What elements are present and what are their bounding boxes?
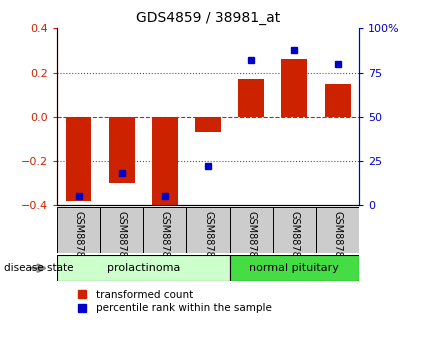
Text: GSM887862: GSM887862 <box>160 211 170 270</box>
Bar <box>238 79 264 117</box>
Bar <box>57 207 100 253</box>
Legend: transformed count, percentile rank within the sample: transformed count, percentile rank withi… <box>77 290 272 313</box>
Text: GSM887861: GSM887861 <box>117 211 127 270</box>
Text: prolactinoma: prolactinoma <box>106 263 180 273</box>
Bar <box>187 207 230 253</box>
Bar <box>282 59 307 117</box>
Text: normal pituitary: normal pituitary <box>250 263 339 273</box>
Bar <box>100 207 143 253</box>
Text: GSM887863: GSM887863 <box>203 211 213 270</box>
Text: GSM887865: GSM887865 <box>290 211 300 270</box>
Text: GSM887864: GSM887864 <box>246 211 256 270</box>
Bar <box>316 207 359 253</box>
Text: GSM887860: GSM887860 <box>74 211 84 270</box>
Bar <box>230 207 273 253</box>
Bar <box>230 255 359 281</box>
Text: disease state: disease state <box>4 263 74 273</box>
Title: GDS4859 / 38981_at: GDS4859 / 38981_at <box>136 11 280 24</box>
Text: GSM887866: GSM887866 <box>332 211 343 270</box>
Bar <box>57 255 230 281</box>
Bar <box>66 117 92 201</box>
Bar <box>143 207 187 253</box>
Bar <box>152 117 178 207</box>
Bar <box>325 84 350 117</box>
Bar <box>273 207 316 253</box>
Bar <box>109 117 134 183</box>
Bar <box>195 117 221 132</box>
